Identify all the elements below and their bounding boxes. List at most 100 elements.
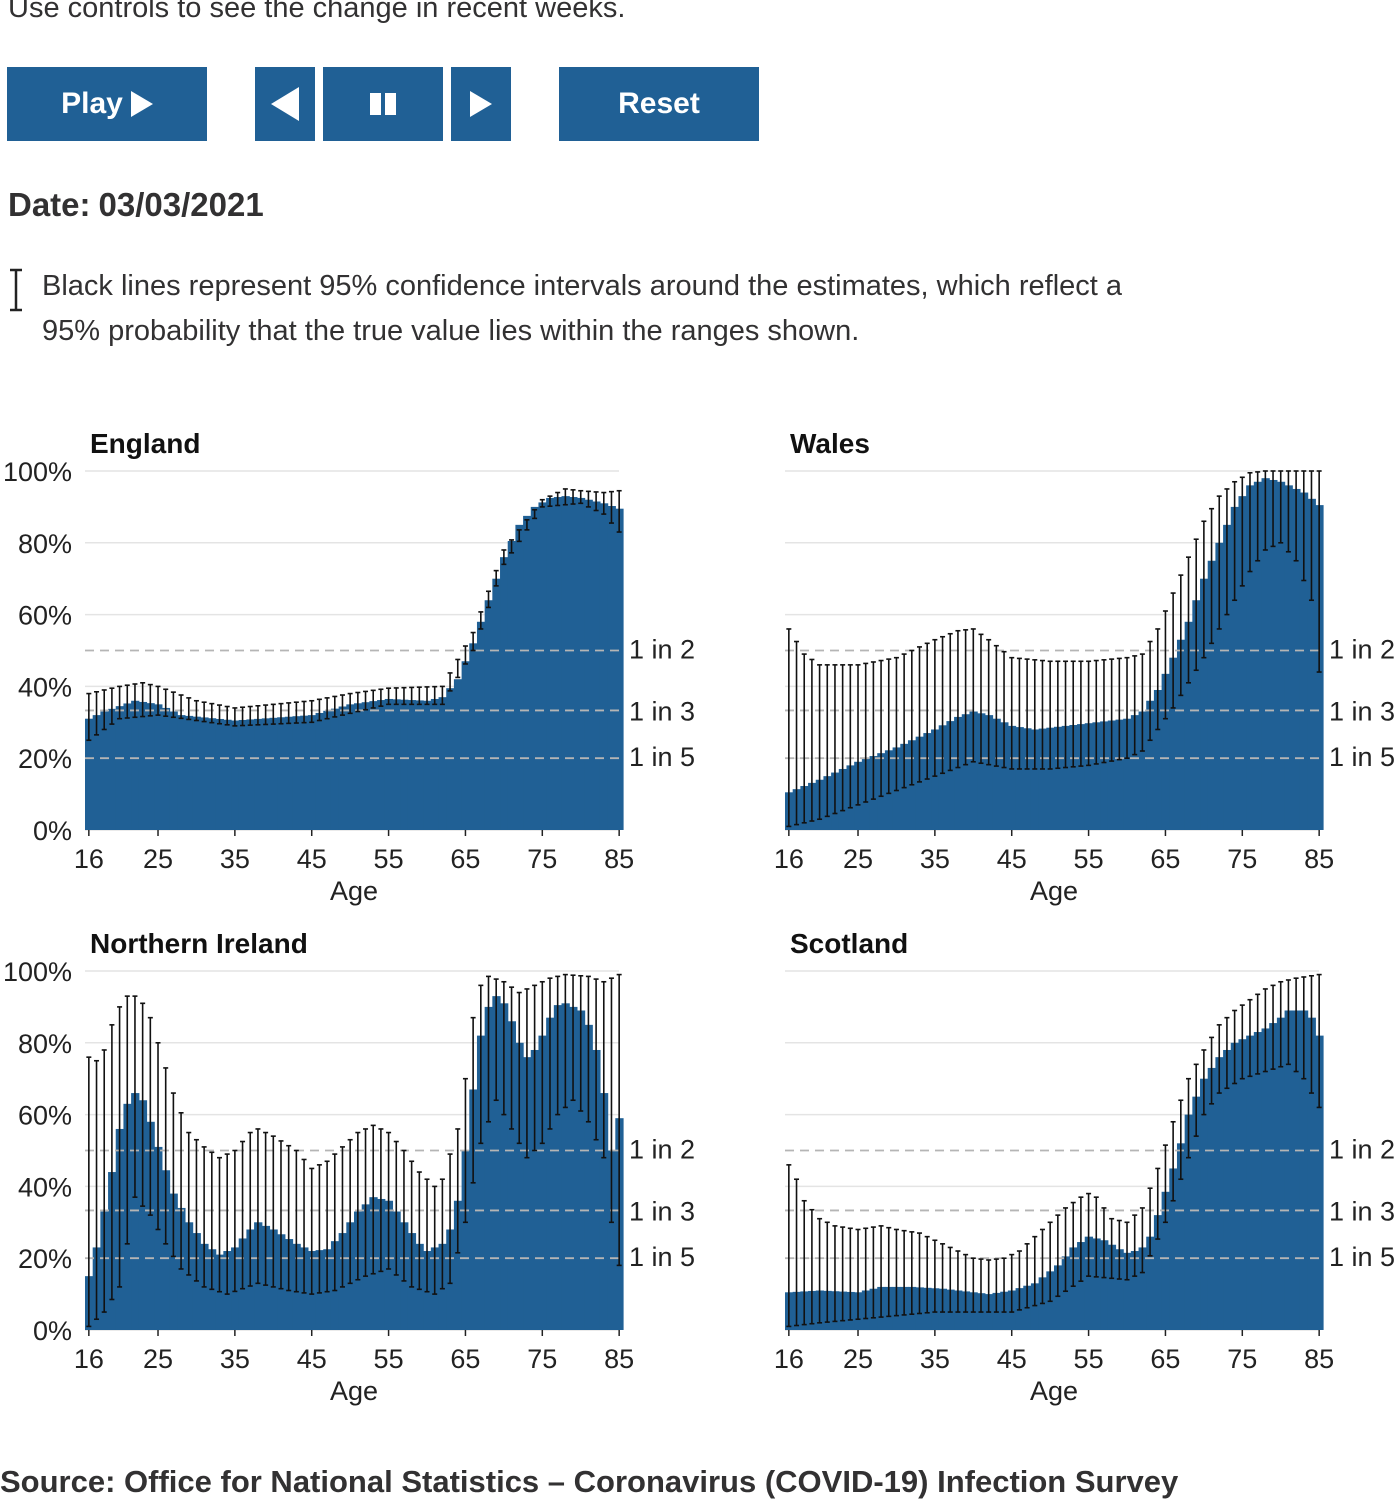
bar <box>461 1150 470 1330</box>
error-bar <box>1124 1221 1130 1281</box>
error-bar <box>1262 470 1268 551</box>
error-bar <box>170 691 176 719</box>
error-bar <box>1116 1219 1122 1280</box>
error-bar <box>447 1153 453 1285</box>
bar <box>238 719 247 830</box>
error-bar <box>847 664 853 809</box>
error-bar <box>909 649 915 786</box>
bar <box>231 720 240 830</box>
bar <box>100 711 109 830</box>
error-bar <box>801 1199 807 1326</box>
bar <box>1184 1114 1193 1330</box>
bar <box>346 704 355 830</box>
error-bar <box>524 988 530 1159</box>
bar <box>1176 639 1186 830</box>
error-bar <box>339 1146 345 1288</box>
x-axis-label: Age <box>330 1376 378 1406</box>
bar <box>377 700 386 830</box>
play-button-label: Play <box>61 87 123 120</box>
reference-label: 1 in 3 <box>1329 1196 1395 1226</box>
error-bar <box>1147 640 1153 742</box>
bar <box>915 736 924 830</box>
error-bar <box>424 1178 430 1293</box>
chart-northern-ireland: 1 in 2 1 in 3 1 in 5 Northern Ireland 0% 20% 4… <box>3 928 695 1406</box>
bar <box>1223 1049 1232 1330</box>
bar <box>1138 711 1147 830</box>
bar <box>200 717 209 830</box>
chart-title: England <box>90 428 200 459</box>
error-bar <box>232 707 238 727</box>
error-bar <box>1285 979 1291 1066</box>
error-bar <box>86 692 92 742</box>
bar <box>1046 727 1055 830</box>
y-tick-label: 20% <box>18 1244 72 1274</box>
bar <box>1146 700 1155 830</box>
error-bar <box>94 690 100 736</box>
error-bar <box>1101 659 1107 764</box>
bar <box>977 713 986 830</box>
bar <box>261 718 271 830</box>
bar <box>1023 728 1032 830</box>
bar <box>1276 1017 1286 1330</box>
error-bar <box>178 1112 184 1270</box>
pause-button[interactable] <box>323 67 443 141</box>
error-bar <box>1093 1196 1099 1278</box>
bar <box>1284 485 1293 830</box>
bar <box>530 506 540 830</box>
bar <box>430 698 440 830</box>
error-bar <box>809 658 815 822</box>
error-bar <box>1316 470 1322 673</box>
x-tick-label: 35 <box>220 844 250 874</box>
step-forward-button[interactable] <box>451 67 511 141</box>
bar <box>161 707 171 830</box>
bar <box>277 717 286 830</box>
error-bar <box>1116 657 1122 761</box>
error-bar <box>1247 471 1253 573</box>
step-forward-icon <box>470 91 492 117</box>
error-bar <box>1278 980 1284 1068</box>
error-bar <box>555 491 561 507</box>
bar <box>569 497 578 830</box>
error-bar <box>201 1146 207 1288</box>
error-bar <box>309 699 315 724</box>
bar <box>1161 1191 1170 1330</box>
bar <box>1030 729 1040 830</box>
bar <box>1146 1236 1155 1330</box>
error-bar <box>855 1228 861 1321</box>
reset-button[interactable]: Reset <box>559 67 759 141</box>
bar <box>1299 1010 1309 1330</box>
error-bar <box>132 995 138 1198</box>
bar <box>415 700 424 830</box>
error-bar <box>1308 470 1314 602</box>
chart-wales: 1 in 2 1 in 3 1 in 5 Wales 16 25 35 45 55 65 75 85 A… <box>774 428 1395 906</box>
source-note: Source: Office for National Statistics –… <box>0 1464 1179 1499</box>
bar <box>300 715 309 830</box>
error-bar <box>293 701 299 724</box>
x-tick-label: 65 <box>1150 1344 1180 1374</box>
error-bar <box>924 1235 930 1314</box>
error-bar <box>547 495 553 507</box>
bar <box>492 996 501 1330</box>
error-bar <box>86 1056 92 1328</box>
error-bar <box>409 686 415 706</box>
error-bar <box>193 1138 199 1282</box>
bar <box>315 712 324 830</box>
error-bar <box>1109 1217 1115 1280</box>
play-button[interactable]: Play <box>7 67 207 141</box>
error-bar <box>578 974 584 1112</box>
bar <box>584 1024 593 1330</box>
bar <box>131 700 140 830</box>
error-bar <box>524 519 530 531</box>
error-bar <box>1016 657 1022 770</box>
error-bar <box>140 682 146 718</box>
error-bar <box>1255 993 1261 1075</box>
bar <box>1184 621 1193 830</box>
bar <box>1100 1240 1109 1330</box>
bar <box>453 679 463 830</box>
step-back-button[interactable] <box>255 67 315 141</box>
bar <box>546 497 555 830</box>
error-bar <box>117 1006 123 1288</box>
y-tick-label: 80% <box>18 529 72 559</box>
bar <box>484 600 493 830</box>
error-bar <box>255 704 261 726</box>
